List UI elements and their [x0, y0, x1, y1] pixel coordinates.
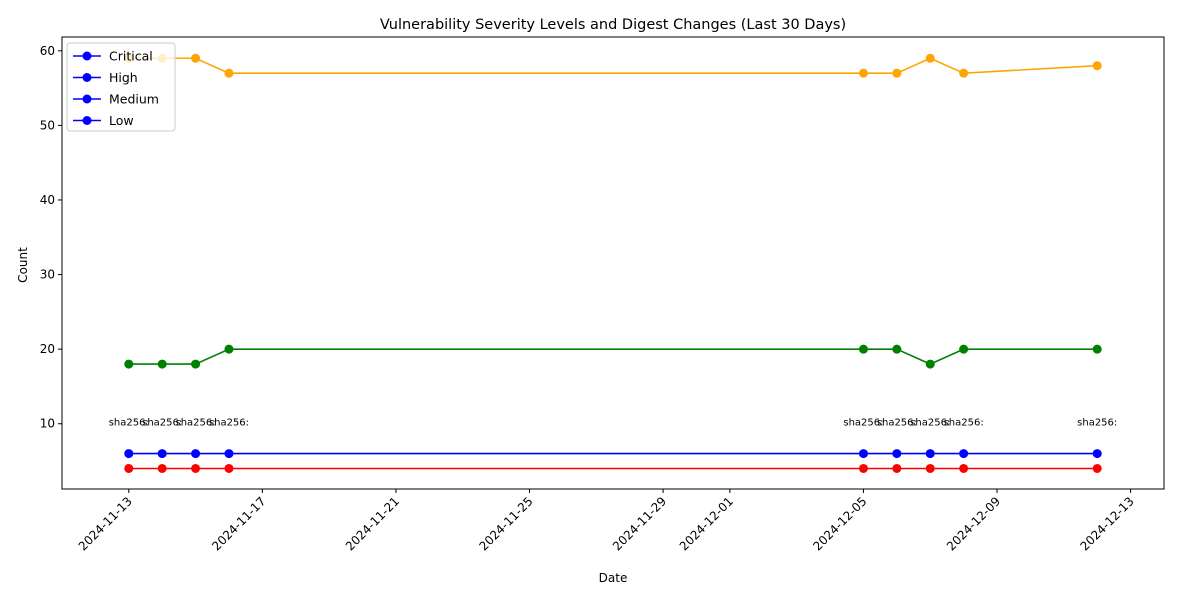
plot-frame [61, 36, 1165, 490]
data-point-high [1092, 449, 1102, 459]
y-tick-label: 40 [40, 193, 55, 207]
digest-annotation: sha256: [142, 418, 182, 429]
data-point-medium [892, 344, 902, 354]
data-point-critical [858, 463, 868, 473]
legend-marker [82, 94, 92, 104]
data-point-low [959, 68, 969, 78]
legend-marker [82, 73, 92, 82]
data-point-medium [191, 359, 201, 369]
data-point-critical [157, 463, 167, 473]
data-point-medium [959, 344, 969, 354]
data-point-critical [892, 463, 902, 473]
data-point-high [224, 449, 234, 459]
legend-marker [82, 116, 92, 125]
legend-marker [82, 51, 92, 61]
x-axis-label: Date [599, 571, 628, 585]
plot-layer: sha256:sha256:sha256:sha256: sha256:sha25… [109, 53, 1117, 473]
data-point-low [1092, 61, 1102, 71]
data-point-low [191, 53, 201, 63]
legend-label: Low [109, 113, 134, 128]
data-point-medium [124, 359, 134, 369]
data-point-high [959, 449, 969, 459]
digest-annotation: sha256: [176, 418, 216, 429]
y-tick-label: 50 [40, 118, 55, 132]
data-point-critical [124, 463, 134, 473]
data-point-high [124, 449, 134, 459]
legend-label: High [109, 70, 138, 85]
data-point-medium [224, 344, 234, 354]
data-point-low [224, 68, 234, 78]
data-point-medium [858, 344, 868, 354]
legend-label: Critical [109, 49, 153, 64]
y-tick-label: 10 [40, 417, 55, 431]
digest-annotation: sha256: [1077, 418, 1117, 429]
data-point-high [892, 449, 902, 459]
data-point-high [858, 449, 868, 459]
y-axis-label: Count [16, 247, 30, 283]
legend: Critical High Medium Low [66, 42, 176, 132]
data-point-low [925, 53, 935, 63]
data-point-high [157, 449, 167, 459]
data-point-high [925, 449, 935, 459]
digest-annotation: sha256: [843, 418, 883, 429]
data-point-critical [925, 463, 935, 473]
data-point-critical [959, 463, 969, 473]
y-tick-label: 30 [40, 268, 55, 282]
digest-annotation: sha256: [877, 418, 917, 429]
data-point-critical [224, 463, 234, 473]
data-point-critical [191, 463, 201, 473]
data-point-high [191, 449, 201, 459]
data-point-low [858, 68, 868, 78]
data-point-low [892, 68, 902, 78]
digest-annotation: sha256: [910, 418, 950, 429]
data-point-medium [1092, 344, 1102, 354]
digest-annotation: sha256: [209, 418, 249, 429]
data-point-critical [1092, 463, 1102, 473]
data-point-medium [925, 359, 935, 369]
chart-title: Vulnerability Severity Levels and Digest… [380, 17, 846, 33]
digest-annotation: sha256: [109, 418, 149, 429]
legend-label: Medium [109, 92, 159, 107]
y-tick-label: 60 [40, 44, 55, 58]
data-point-medium [157, 359, 167, 369]
legend-box [66, 42, 176, 132]
digest-annotation: sha256: [944, 418, 984, 429]
y-tick-label: 20 [40, 342, 55, 356]
